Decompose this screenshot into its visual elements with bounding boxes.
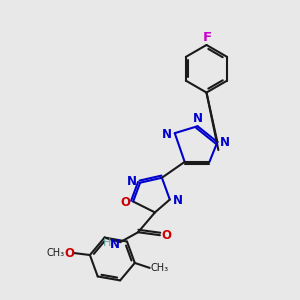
Text: CH₃: CH₃ (151, 263, 169, 273)
Text: N: N (193, 112, 202, 125)
Text: O: O (162, 229, 172, 242)
Text: N: N (162, 128, 172, 141)
Text: CH₃: CH₃ (46, 248, 64, 258)
Text: H: H (103, 238, 112, 248)
Text: N: N (173, 194, 183, 207)
Text: N: N (127, 175, 137, 188)
Text: F: F (203, 31, 212, 44)
Text: N: N (220, 136, 230, 148)
Text: N: N (110, 238, 120, 250)
Text: O: O (64, 247, 74, 260)
Text: O: O (120, 196, 130, 209)
